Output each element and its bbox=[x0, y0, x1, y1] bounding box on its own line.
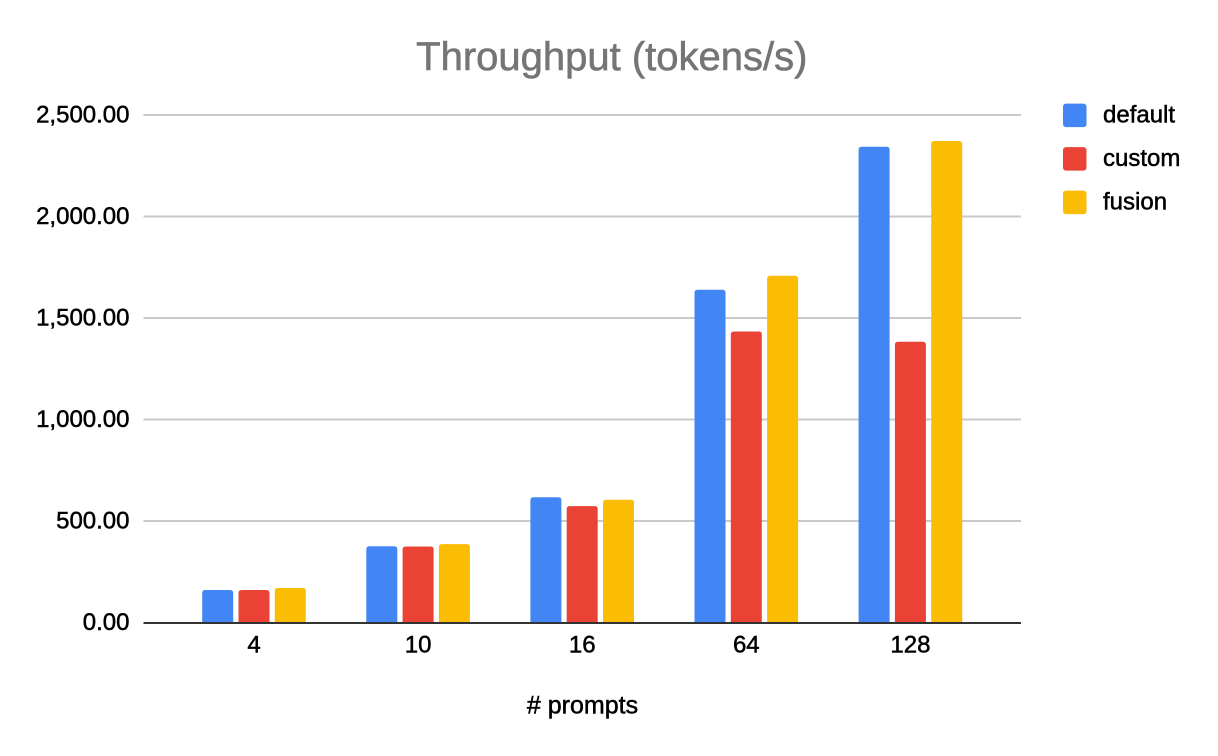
svg-text:128: 128 bbox=[890, 632, 930, 659]
svg-text:Throughput (tokens/s): Throughput (tokens/s) bbox=[416, 35, 807, 79]
svg-text:16: 16 bbox=[569, 632, 596, 659]
svg-text:4: 4 bbox=[247, 632, 260, 659]
svg-text:10: 10 bbox=[405, 632, 432, 659]
svg-text:fusion: fusion bbox=[1103, 188, 1167, 215]
svg-text:500.00: 500.00 bbox=[56, 507, 129, 534]
svg-text:1,000.00: 1,000.00 bbox=[36, 406, 129, 433]
svg-text:1,500.00: 1,500.00 bbox=[36, 304, 129, 331]
svg-text:0.00: 0.00 bbox=[83, 609, 130, 636]
svg-text:2,000.00: 2,000.00 bbox=[36, 203, 129, 230]
svg-text:custom: custom bbox=[1103, 145, 1180, 172]
svg-text:# prompts: # prompts bbox=[527, 691, 638, 719]
svg-text:2,500.00: 2,500.00 bbox=[36, 101, 129, 128]
svg-text:64: 64 bbox=[733, 632, 760, 659]
svg-text:default: default bbox=[1103, 101, 1175, 128]
